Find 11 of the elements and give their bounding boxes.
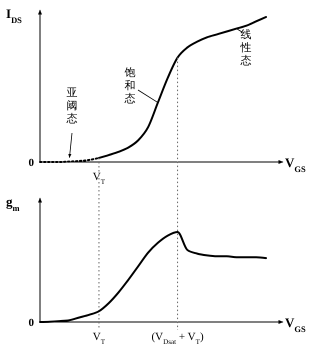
y-axis-title: g$_{m}$ [6,194,20,213]
text: V$_{T}$ [92,171,106,186]
annotation: 亚阈态 [66,87,78,125]
annotation: 线性态 [240,28,252,67]
x-axis-title: V$_{GS}$ [285,315,306,334]
text: 0 [28,317,34,329]
annotation: 饱和态 [124,67,136,105]
x-axis-title: V$_{GS}$ [285,155,306,174]
y-axis-title: I$_{DS}$ [6,6,22,25]
x-tick-label: (V$_{Dsat}$ + V$_{T}$) [151,331,204,344]
text: 0 [28,157,34,169]
